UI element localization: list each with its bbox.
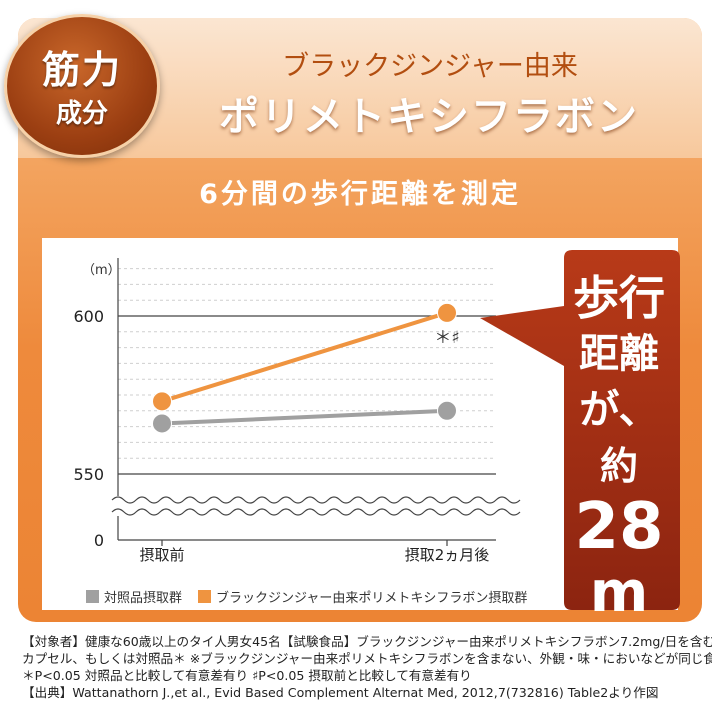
badge-sub-text: 成分: [55, 99, 108, 129]
callout-line2: 距離が、: [579, 331, 659, 433]
x-tick-label: 摂取2ヵ月後: [405, 546, 490, 564]
callout-text: 歩行 距離が、 約 28 m 増加！: [563, 270, 675, 670]
axis-break-wave-bottom: [111, 508, 521, 516]
category-badge: 筋力 成分: [4, 14, 160, 158]
legend-item-control: 対照品摂取群: [86, 587, 182, 606]
callout-line3: 約: [599, 444, 638, 488]
callout-arrow-box: [480, 250, 680, 610]
footnotes: 【対象者】健康な60歳以上のタイ人男女45名【試験食品】ブラックジンジャー由来ポ…: [22, 633, 712, 701]
legend-item-test: ブラックジンジャー由来ポリメトキシフラボン摂取群: [198, 587, 527, 606]
footnote-line3: ＊P<0.05 対照品と比較して有意差有り ♯P<0.05 摂取前と比較して有意…: [22, 668, 472, 683]
header-subtitle: ブラックジンジャー由来: [282, 51, 578, 82]
header-title: ポリメトキシフラボン: [219, 93, 639, 140]
callout-line1: 歩行: [573, 271, 665, 325]
y-tick-label: 600: [73, 307, 104, 326]
chart-legend: 対照品摂取群 ブラックジンジャー由来ポリメトキシフラボン摂取群: [86, 586, 543, 606]
y-tick-label: 550: [73, 465, 104, 484]
data-point-0-1: [437, 400, 457, 421]
legend-swatch-gray: [86, 589, 99, 603]
data-point-1-1: [437, 302, 457, 323]
legend-label-control: 対照品摂取群: [104, 590, 183, 606]
footnote-line2: カプセル、もしくは対照品＊ ※ブラックジンジャー由来ポリメトキシフラボンを含まな…: [22, 651, 712, 666]
callout-unit: m: [589, 560, 649, 625]
chart-heading: 6分間の歩行距離を測定: [199, 179, 521, 210]
callout-number: 28: [574, 490, 664, 564]
data-point-0-0: [152, 413, 172, 434]
y-tick-label: 0: [94, 531, 104, 550]
legend-label-test: ブラックジンジャー由来ポリメトキシフラボン摂取群: [216, 590, 528, 606]
x-tick-label: 摂取前: [139, 546, 184, 564]
footnote-line4: 【出典】Wattanathorn J.,et al., Evid Based C…: [22, 685, 659, 700]
series-line-0: [161, 408, 448, 426]
legend-swatch-orange: [198, 589, 212, 603]
y-axis-label: （m）: [82, 263, 121, 278]
axis-break-wave-top: [111, 496, 521, 504]
callout-line4: 増加！: [564, 627, 673, 668]
significance-annotation: ＊♯: [434, 328, 459, 348]
footnote-line1: 【対象者】健康な60歳以上のタイ人男女45名【試験食品】ブラックジンジャー由来ポ…: [22, 634, 712, 649]
badge-main-text: 筋力: [41, 47, 122, 92]
series-line-1: [161, 310, 448, 404]
data-point-1-0: [152, 391, 172, 412]
